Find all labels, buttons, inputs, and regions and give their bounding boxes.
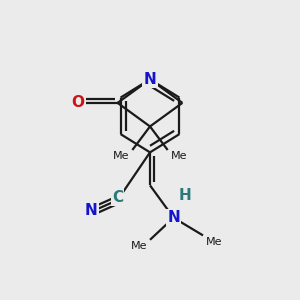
Text: Me: Me [206, 237, 222, 247]
Text: H: H [179, 188, 192, 203]
Text: N: N [167, 210, 180, 225]
Text: Me: Me [113, 152, 129, 161]
Text: O: O [71, 95, 84, 110]
Text: Me: Me [130, 241, 147, 251]
Text: N: N [85, 203, 98, 218]
Text: Me: Me [171, 152, 187, 161]
Text: C: C [112, 190, 123, 205]
Text: N: N [144, 72, 156, 87]
